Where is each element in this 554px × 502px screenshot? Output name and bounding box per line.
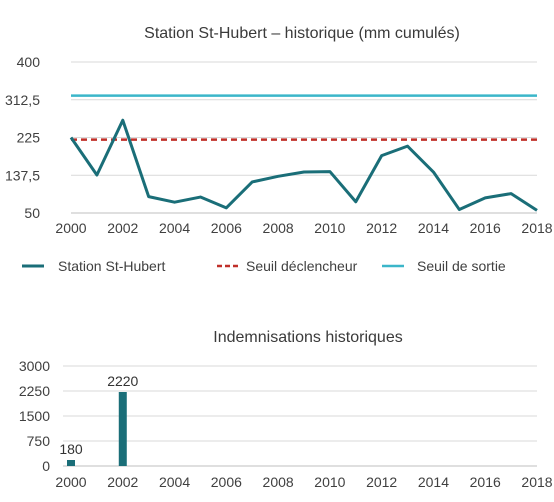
chart2-x-tick-label: 2000 [55, 474, 86, 490]
chart2-y-tick-label: 1500 [19, 408, 50, 424]
chart2-x-tick-label: 2012 [366, 474, 397, 490]
chart1-series-group [69, 94, 538, 212]
chart1-y-tick-label: 312,5 [5, 92, 40, 108]
chart1-y-tick-label: 137,5 [5, 167, 40, 183]
chart2-bar [67, 460, 75, 466]
chart1-title: Station St-Hubert – historique (mm cumul… [144, 25, 460, 42]
chart2-x-tick-label: 2006 [211, 474, 242, 490]
chart2-x-tick-label: 2008 [263, 474, 294, 490]
chart2-x-tick-label: 2004 [159, 474, 190, 490]
chart2-data-label: 2220 [107, 373, 138, 389]
chart1-x-tick-label: 2012 [366, 220, 397, 236]
chart1-y-tick-label: 400 [17, 54, 41, 70]
chart1-y-tick-label: 225 [17, 130, 41, 146]
chart2-x-tick-label: 2014 [418, 474, 449, 490]
chart1-x-axis: 2000 2002 2004 2006 2008 2010 2012 2014 2016 2018 [55, 220, 552, 236]
chart1-y-tick-label: 50 [24, 205, 40, 221]
chart2-y-axis: 3000 2250 1500 750 0 [19, 358, 50, 474]
chart2-y-tick-label: 2250 [19, 383, 50, 399]
chart1-series-line [69, 118, 538, 212]
chart1-x-tick-label: 2010 [314, 220, 345, 236]
chart1-x-tick-label: 2006 [211, 220, 242, 236]
chart2-x-tick-label: 2018 [521, 474, 552, 490]
chart1-legend-label: Seuil de sortie [417, 258, 506, 274]
chart1-x-tick-label: 2008 [263, 220, 294, 236]
chart2-x-tick-label: 2002 [107, 474, 138, 490]
chart1-gridlines [71, 61, 537, 214]
chart2-y-tick-label: 0 [42, 458, 50, 474]
chart2-y-tick-label: 750 [27, 433, 51, 449]
chart1-x-tick-label: 2018 [521, 220, 552, 236]
chart1-legend: Station St-Hubert Seuil déclencheur Seuil … [22, 258, 506, 274]
indemnities-bar-chart: Indemnisations historiques 3000 2250 1500 7… [19, 329, 553, 490]
chart2-data-label: 180 [59, 441, 83, 457]
chart2-x-axis: 2000 2002 2004 2006 2008 2010 2012 2014 2016 2018 [55, 474, 552, 490]
chart1-x-tick-label: 2004 [159, 220, 190, 236]
chart1-x-tick-label: 2002 [107, 220, 138, 236]
chart1-x-tick-label: 2000 [55, 220, 86, 236]
chart1-legend-label: Seuil déclencheur [246, 258, 358, 274]
chart2-bars [67, 392, 127, 466]
chart2-gridlines [63, 365, 537, 467]
chart2-bar [118, 392, 127, 466]
chart2-x-tick-label: 2016 [470, 474, 501, 490]
chart2-data-labels: 180 2220 [59, 373, 138, 457]
chart2-title: Indemnisations historiques [213, 329, 402, 346]
chart2-y-tick-label: 3000 [19, 358, 50, 374]
chart2-x-tick-label: 2010 [314, 474, 345, 490]
chart1-legend-label: Station St-Hubert [58, 258, 165, 274]
rainfall-line-chart: Station St-Hubert – historique (mm cumul… [5, 25, 553, 274]
chart1-x-tick-label: 2014 [418, 220, 449, 236]
chart1-y-axis: 400 312,5 225 137,5 50 [5, 54, 40, 221]
chart1-x-tick-label: 2016 [470, 220, 501, 236]
